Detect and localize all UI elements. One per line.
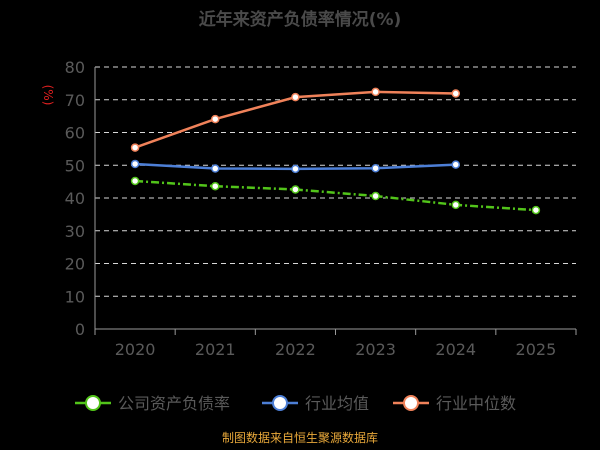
- y-tick-label: 60: [65, 124, 85, 143]
- y-tick-label: 40: [65, 189, 85, 208]
- x-tick-label: 2020: [115, 340, 156, 359]
- legend-item: 行业中位数: [393, 394, 516, 413]
- x-tick-label: 2023: [355, 340, 396, 359]
- data-point: [291, 164, 300, 174]
- legend-marker: [272, 395, 288, 411]
- grid-lines: [95, 66, 576, 297]
- x-tick-label: 2025: [516, 340, 557, 359]
- data-point: [291, 185, 300, 194]
- legend-marker: [85, 395, 101, 411]
- data-point: [531, 205, 541, 215]
- data-point: [451, 200, 460, 210]
- y-tick-label: 70: [65, 91, 85, 110]
- data-point: [211, 164, 220, 173]
- y-tick-label: 0: [75, 320, 85, 339]
- data-point: [211, 181, 220, 191]
- legend-item: 公司资产负债率: [75, 394, 230, 413]
- data-point: [371, 163, 380, 173]
- series-line: [135, 179, 536, 212]
- chart-title: 近年来资产负债率情况(%): [199, 9, 402, 30]
- series-lines: [130, 87, 541, 215]
- legend-label: 行业均值: [305, 394, 369, 413]
- data-point: [130, 176, 140, 186]
- legend-label: 行业中位数: [436, 394, 516, 413]
- y-tick-label: 80: [65, 58, 85, 77]
- data-source-note: 制图数据来自恒生聚源数据库: [222, 430, 378, 445]
- y-axis-label: (%): [41, 85, 55, 106]
- legend: 公司资产负债率 行业均值 行业中位数: [75, 394, 516, 413]
- axes: 0 10 20 30 40 50 60 70 80 2020 2021 2022 2023 2024 202…: [65, 58, 577, 359]
- y-tick-label: 50: [65, 156, 85, 175]
- data-point: [371, 87, 380, 97]
- x-tick-label: 2024: [435, 340, 476, 359]
- series-3: [130, 87, 460, 152]
- legend-item: 行业均值: [262, 394, 369, 413]
- data-point: [130, 159, 140, 169]
- y-tick-label: 20: [65, 255, 85, 274]
- data-point: [451, 160, 460, 169]
- legend-marker: [403, 395, 419, 411]
- y-tick-label: 30: [65, 222, 85, 241]
- data-point: [211, 114, 220, 124]
- series-1: [130, 176, 541, 215]
- x-tick-label: 2022: [275, 340, 316, 359]
- y-tick-label: 10: [65, 287, 85, 306]
- x-tick-label: 2021: [195, 340, 236, 359]
- series-2: [130, 159, 460, 174]
- data-point: [371, 191, 380, 201]
- data-point: [130, 143, 140, 152]
- legend-label: 公司资产负债率: [118, 394, 230, 413]
- data-point: [291, 92, 300, 102]
- data-point: [451, 89, 460, 98]
